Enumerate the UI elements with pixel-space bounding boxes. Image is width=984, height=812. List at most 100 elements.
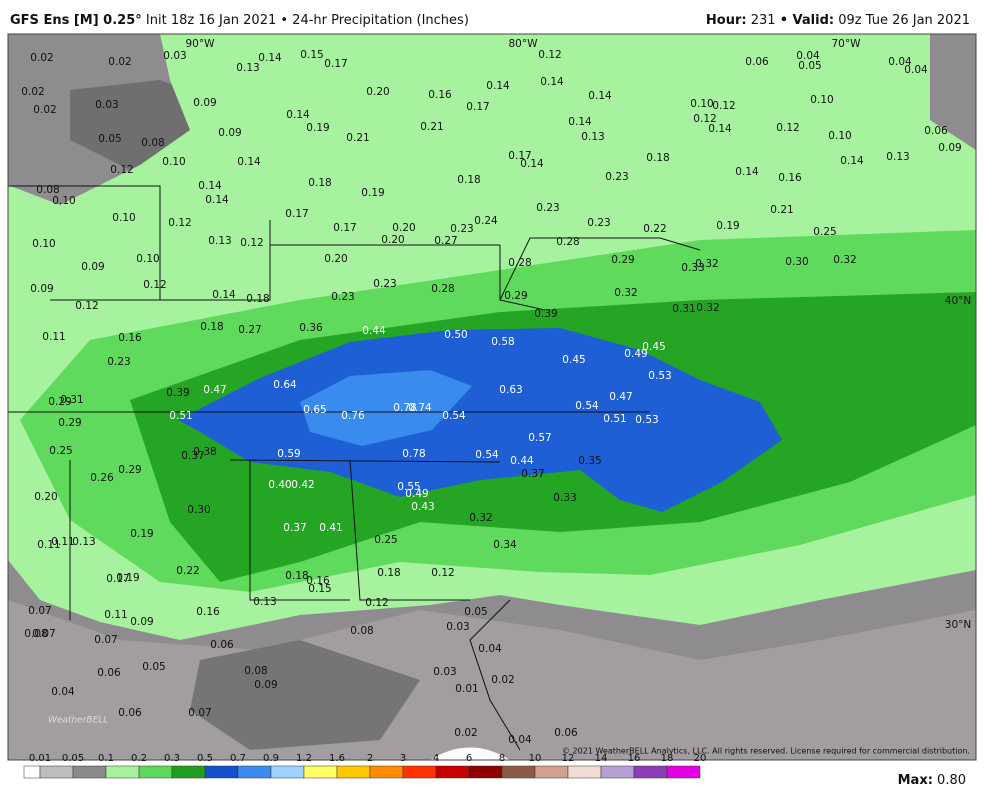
precip-label: 0.39 (534, 308, 557, 320)
precip-label: 0.53 (648, 370, 671, 382)
colorbar-label: 4 (433, 753, 439, 764)
precip-label: 0.14 (735, 166, 759, 178)
precip-label: 0.09 (30, 283, 53, 295)
precip-label: 0.20 (366, 86, 389, 98)
colorbar-label: 1.6 (329, 753, 345, 764)
colorbar-swatch (270, 765, 305, 779)
precip-label: 0.43 (411, 501, 434, 513)
precip-label: 0.23 (373, 278, 396, 290)
precip-label: 0.51 (169, 410, 192, 422)
precip-label: 0.05 (464, 606, 487, 618)
precip-label: 0.20 (381, 234, 404, 246)
precip-label: 0.29 (118, 464, 141, 476)
precip-label: 0.23 (536, 202, 559, 214)
boundaries (8, 185, 701, 751)
precip-label: 0.13 (886, 151, 909, 163)
precip-label: 0.02 (30, 52, 53, 64)
precip-label: 0.05 (98, 133, 121, 145)
precip-label: 0.13 (253, 596, 276, 608)
colorbar-swatch (600, 765, 635, 779)
precip-label: 0.13 (72, 536, 95, 548)
precip-label: 0.26 (90, 472, 114, 484)
precip-label: 0.04 (796, 50, 820, 62)
precip-label: 0.37 (181, 450, 204, 462)
hour-label: Hour: (706, 13, 747, 28)
colorbar-swatch (204, 765, 239, 779)
precip-label: 0.18 (200, 321, 223, 333)
precip-label: 0.41 (319, 522, 342, 534)
precip-label: 0.55 (397, 481, 420, 493)
precip-label: 0.14 (840, 155, 864, 167)
precip-label: 0.19 (130, 528, 153, 540)
precip-label: 0.64 (273, 379, 297, 391)
precip-label: 0.63 (499, 384, 522, 396)
map-frame (7, 33, 977, 761)
precip-label: 0.32 (833, 254, 856, 266)
colorbar-label: 0.7 (230, 753, 246, 764)
colorbar-label: 2 (367, 753, 373, 764)
precip-label: 0.54 (442, 410, 466, 422)
colorbar-swatch (72, 765, 107, 779)
precip-label: 0.17 (333, 222, 356, 234)
precip-label: 0.33 (553, 492, 576, 504)
precip-label: 0.04 (51, 686, 75, 698)
precip-label: 0.32 (696, 302, 719, 314)
precip-label: 0.74 (408, 402, 432, 414)
precip-label: 0.05 (142, 661, 165, 673)
max-value: Max: 0.80 (898, 773, 966, 788)
precip-label: 0.23 (450, 223, 473, 235)
colorbar-label: 0.5 (197, 753, 213, 764)
colorbar-swatch (534, 765, 569, 779)
precip-label: 0.06 (210, 639, 234, 651)
precip-label: 0.29 (504, 290, 527, 302)
precip-label: 0.04 (904, 64, 928, 76)
colorbar-label: 6 (466, 753, 472, 764)
precip-label: 0.16 (118, 332, 142, 344)
valid-label: • Valid: (780, 13, 834, 28)
precip-label: 0.23 (331, 291, 354, 303)
precip-label: 0.47 (203, 384, 226, 396)
precip-label: 0.07 (32, 628, 55, 640)
precip-label: 0.18 (308, 177, 331, 189)
precip-label: 0.11 (104, 609, 127, 621)
graticule-label: 70°W (832, 38, 862, 50)
precip-label: 0.19 (716, 220, 739, 232)
precip-label: 0.27 (434, 235, 457, 247)
precip-label: 0.15 (308, 583, 331, 595)
graticule-label: 30°N (945, 619, 971, 631)
colorbar-swatch (402, 765, 437, 779)
colorbar-swatch (666, 765, 701, 779)
precip-label: 0.35 (578, 455, 601, 467)
precip-label: 0.14 (540, 76, 564, 88)
precip-label: 0.30 (187, 504, 210, 516)
precip-label: 0.06 (118, 707, 142, 719)
precip-label: 0.11 (37, 539, 60, 551)
precip-label: 0.10 (162, 156, 185, 168)
precip-label: 0.09 (193, 97, 216, 109)
precip-label: 0.29 (48, 396, 71, 408)
precip-label: 0.17 (106, 573, 129, 585)
precip-label: 0.23 (605, 171, 628, 183)
precip-label: 0.12 (168, 217, 191, 229)
precip-label: 0.13 (236, 62, 259, 74)
precip-label: 0.37 (283, 522, 306, 534)
precip-label: 0.08 (141, 137, 164, 149)
precip-label: 0.02 (108, 56, 131, 68)
precip-label: 0.03 (446, 621, 469, 633)
colorbar-label: 0.1 (98, 753, 114, 764)
hour: 231 (751, 13, 776, 28)
colorbar-label: 0.2 (131, 753, 147, 764)
valid-info: Hour: 231 • Valid: 09z Tue 26 Jan 2021 (706, 13, 970, 28)
colorbar-swatch (633, 765, 668, 779)
precip-label: 0.14 (237, 156, 261, 168)
precip-label: 0.12 (538, 49, 561, 61)
precip-label: 0.12 (693, 113, 716, 125)
colorbar-swatch (468, 765, 503, 779)
precip-label: 0.53 (635, 414, 658, 426)
precip-label: 0.45 (642, 341, 665, 353)
precip-label: 0.24 (474, 215, 498, 227)
precip-label: 0.65 (303, 404, 326, 416)
valid-time: 09z Tue 26 Jan 2021 (838, 13, 970, 28)
precip-label: 0.10 (810, 94, 833, 106)
graticule-label: 80°W (509, 38, 539, 50)
